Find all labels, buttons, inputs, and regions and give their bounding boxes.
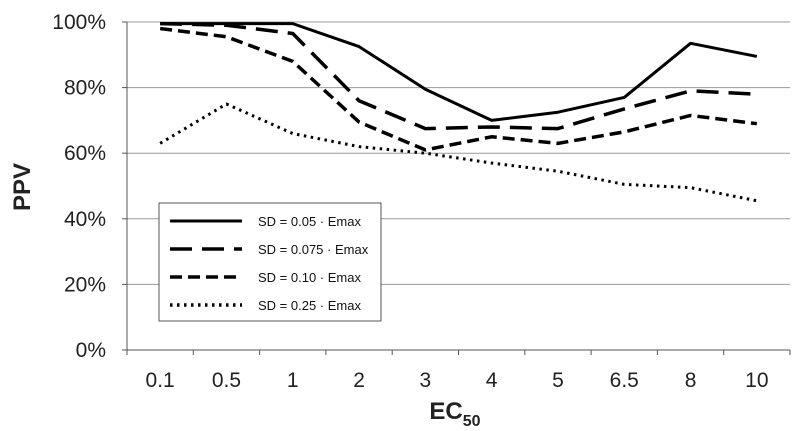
x-tick-label: 3 [420, 369, 432, 392]
x-tick-label: 8 [685, 369, 697, 392]
legend-label-3: SD = 0.10 · Emax [258, 270, 361, 285]
legend-label-1: SD = 0.05 · Emax [258, 214, 361, 229]
x-tick-label: 0.5 [212, 369, 241, 392]
series-lines [159, 21, 758, 203]
x-axis-label: EC50 [429, 398, 480, 430]
y-axis-label: PPV [9, 163, 36, 211]
series-line-4 [159, 102, 758, 203]
legend-label-2: SD = 0.075 · Emax [258, 242, 369, 257]
series-line-1 [160, 22, 758, 122]
x-tick-label: 1 [287, 369, 299, 392]
x-tick-label: 4 [486, 369, 498, 392]
x-tick-label: 2 [353, 369, 365, 392]
y-tick-label: 80% [64, 77, 106, 100]
series-line-2 [160, 21, 757, 131]
x-tick-label: 5 [552, 369, 564, 392]
legend-label-4: SD = 0.25 · Emax [258, 298, 361, 313]
y-tick-label: 60% [64, 142, 106, 165]
y-tick-label: 40% [64, 208, 106, 231]
legend-box [158, 202, 382, 322]
axes [122, 21, 791, 355]
y-tick-labels: 0% 20% 40% 60% 80% 100% [52, 11, 106, 362]
x-tick-label: 0.1 [146, 369, 175, 392]
y-tick-label: 20% [64, 273, 106, 296]
x-tick-labels: 0.1 0.5 1 2 3 4 5 6.5 8 10 [146, 369, 769, 392]
x-tick-label: 6.5 [610, 369, 639, 392]
x-axis-label-subscript: 50 [463, 413, 481, 430]
y-tick-label: 0% [76, 339, 106, 362]
y-tick-label: 100% [52, 11, 106, 34]
x-axis-label-main: EC [429, 398, 462, 425]
series-line-3 [159, 26, 758, 152]
legend: SD = 0.05 · Emax SD = 0.075 · Emax SD = 0.… [158, 202, 382, 322]
x-tick-label: 10 [745, 369, 768, 392]
